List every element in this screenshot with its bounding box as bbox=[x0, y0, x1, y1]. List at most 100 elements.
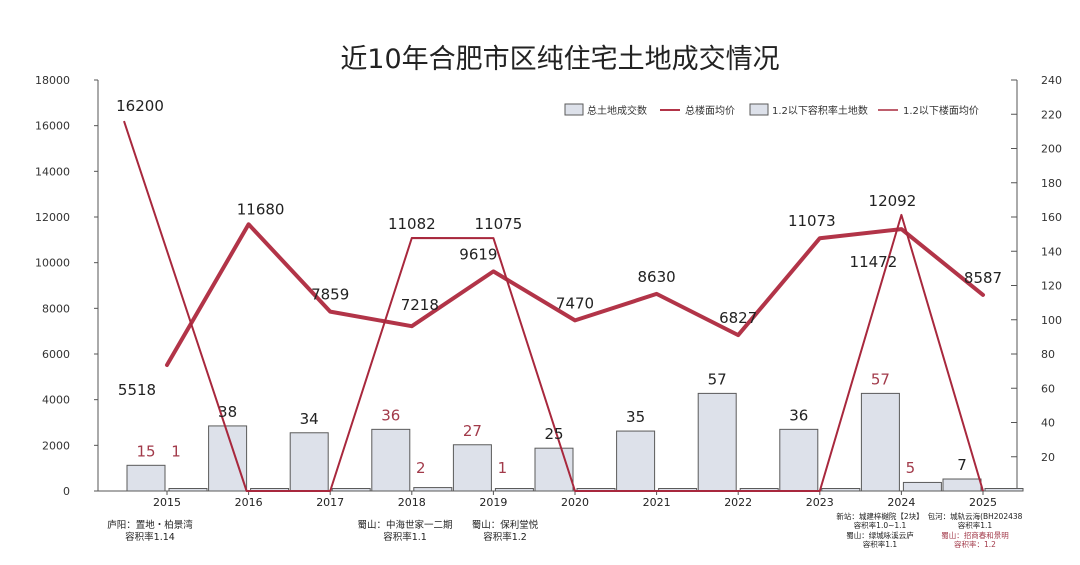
bar-total-land-count bbox=[126, 464, 166, 492]
right-tick-label: 40 bbox=[1041, 417, 1055, 430]
bar-low-far-land-count bbox=[413, 487, 453, 492]
bar-label-total: 27 bbox=[463, 422, 482, 440]
bar-label-low-far: 5 bbox=[906, 459, 916, 477]
right-tick-label: 120 bbox=[1041, 280, 1062, 293]
bar-low-far-land-count bbox=[902, 481, 942, 492]
annotation-line: 容积率1.1 bbox=[863, 539, 898, 549]
line-label-total-price: 11073 bbox=[788, 212, 836, 230]
line-low-far-avg-price bbox=[123, 120, 984, 492]
bar-label-low-far: 1 bbox=[498, 459, 508, 477]
left-tick-label: 6000 bbox=[42, 348, 70, 361]
annotation-line: 容积率1.14 bbox=[125, 531, 175, 543]
left-tick-label: 16000 bbox=[35, 120, 70, 133]
bar-low-far-land-count bbox=[821, 488, 861, 492]
left-tick-label: 2000 bbox=[42, 439, 70, 452]
bar-label-total: 57 bbox=[871, 370, 890, 388]
legend-item-low-far-land-count: 1.2以下容积率土地数 bbox=[772, 104, 868, 117]
line-label-total-price: 11472 bbox=[850, 253, 898, 271]
annotation-line: 容积率1.1 bbox=[958, 520, 993, 530]
line-label-total-price: 5518 bbox=[118, 381, 156, 399]
bar-label-total: 36 bbox=[381, 406, 400, 424]
bar-low-far-land-count bbox=[984, 488, 1024, 492]
legend-item-total-land-count-swatch bbox=[564, 103, 584, 116]
x-tick-label: 2024 bbox=[887, 496, 915, 509]
right-tick-label: 220 bbox=[1041, 108, 1062, 121]
x-tick-label: 2021 bbox=[643, 496, 671, 509]
bar-label-total: 15 bbox=[136, 442, 155, 460]
right-tick-label: 100 bbox=[1041, 314, 1062, 327]
bar-label-total: 7 bbox=[957, 456, 967, 474]
bar-total-land-count bbox=[616, 430, 656, 492]
line-label-total-price: 6827 bbox=[719, 309, 757, 327]
annotation-line: 容积率1.0~1.1 bbox=[854, 520, 907, 530]
x-tick-label: 2015 bbox=[153, 496, 181, 509]
line-label-low-far-price: 11082 bbox=[388, 215, 436, 233]
line-label-total-price: 9619 bbox=[459, 245, 497, 263]
annotation-line: 容积率1.1 bbox=[383, 531, 427, 543]
bar-total-land-count bbox=[942, 478, 982, 492]
left-tick-label: 0 bbox=[63, 485, 70, 498]
bar-label-total: 25 bbox=[544, 425, 563, 443]
bar-total-land-count bbox=[289, 432, 329, 492]
left-tick-label: 18000 bbox=[35, 74, 70, 87]
left-tick-label: 4000 bbox=[42, 394, 70, 407]
legend-item-total-land-count: 总土地成交数 bbox=[587, 104, 647, 117]
line-label-total-price: 11680 bbox=[237, 200, 285, 218]
bar-low-far-land-count bbox=[331, 488, 371, 492]
right-tick-label: 20 bbox=[1041, 451, 1055, 464]
bars bbox=[126, 392, 1024, 492]
line-label-total-price: 7470 bbox=[556, 294, 594, 312]
right-tick-label: 140 bbox=[1041, 245, 1062, 258]
right-tick-label: 200 bbox=[1041, 143, 1062, 156]
bar-label-total: 35 bbox=[626, 408, 645, 426]
lines bbox=[123, 120, 985, 492]
line-label-total-price: 7218 bbox=[401, 296, 439, 314]
right-tick-label: 180 bbox=[1041, 177, 1062, 190]
annotation-line: 新站：城建梓樾院【2块】 bbox=[836, 511, 923, 521]
annotation-line: 容积率1.2 bbox=[483, 531, 527, 543]
x-tick-label: 2025 bbox=[969, 496, 997, 509]
bar-low-far-land-count bbox=[168, 488, 208, 492]
legend-item-low-far-avg-price: 1.2以下楼面均价 bbox=[903, 104, 979, 117]
bar-total-land-count bbox=[697, 392, 737, 492]
chart-title: 近10年合肥市区纯住宅土地成交情况 bbox=[340, 44, 779, 75]
x-tick-label: 2023 bbox=[806, 496, 834, 509]
line-label-low-far-price: 12092 bbox=[869, 192, 917, 210]
legend-item-total-avg-price: 总楼面均价 bbox=[685, 104, 735, 117]
left-tick-label: 12000 bbox=[35, 211, 70, 224]
legend: 总土地成交数 总楼面均价 1.2以下容积率土地数 1.2以下楼面均价 bbox=[564, 103, 979, 117]
annotation-line: 蜀山：中海世家一二期 bbox=[357, 519, 452, 531]
axes: 0200040006000800010000120001400016000180… bbox=[35, 74, 1062, 509]
line-label-total-price: 8630 bbox=[638, 268, 676, 286]
annotations: 庐阳：置地・柏景湾容积率1.14蜀山：中海世家一二期容积率1.1蜀山：保利堂悦容… bbox=[107, 511, 1022, 549]
line-total-avg-price bbox=[165, 222, 985, 367]
left-tick-label: 8000 bbox=[42, 302, 70, 315]
bar-total-land-count bbox=[860, 392, 900, 492]
x-tick-label: 2020 bbox=[561, 496, 589, 509]
bar-label-total: 36 bbox=[789, 406, 808, 424]
right-tick-label: 240 bbox=[1041, 74, 1062, 87]
x-tick-label: 2018 bbox=[398, 496, 426, 509]
annotation-line: 庐阳：置地・柏景湾 bbox=[107, 519, 193, 531]
x-tick-label: 2019 bbox=[479, 496, 507, 509]
x-tick-label: 2016 bbox=[235, 496, 263, 509]
bar-total-land-count bbox=[779, 428, 819, 492]
line-label-low-far-price: 16200 bbox=[116, 97, 164, 115]
legend-item-low-far-land-count-swatch bbox=[749, 103, 769, 116]
x-tick-label: 2017 bbox=[316, 496, 344, 509]
annotation-line: 蜀山：绿城咏溪云庐 bbox=[846, 530, 914, 540]
line-label-total-price: 8587 bbox=[964, 269, 1002, 287]
annotation-line: 蜀山：招商春和景明 bbox=[941, 530, 1009, 540]
bar-total-land-count bbox=[452, 444, 492, 492]
bar-label-total: 34 bbox=[300, 410, 319, 428]
line-label-low-far-price: 11075 bbox=[475, 215, 523, 233]
right-tick-label: 160 bbox=[1041, 211, 1062, 224]
right-tick-label: 60 bbox=[1041, 382, 1055, 395]
bar-label-total: 38 bbox=[218, 403, 237, 421]
annotation-line: 容积率：1.2 bbox=[954, 539, 996, 549]
bar-total-land-count bbox=[534, 447, 574, 492]
left-tick-label: 10000 bbox=[35, 257, 70, 270]
